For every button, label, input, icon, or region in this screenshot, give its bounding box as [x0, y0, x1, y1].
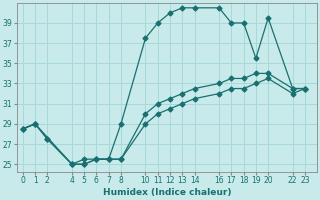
- X-axis label: Humidex (Indice chaleur): Humidex (Indice chaleur): [103, 188, 231, 197]
